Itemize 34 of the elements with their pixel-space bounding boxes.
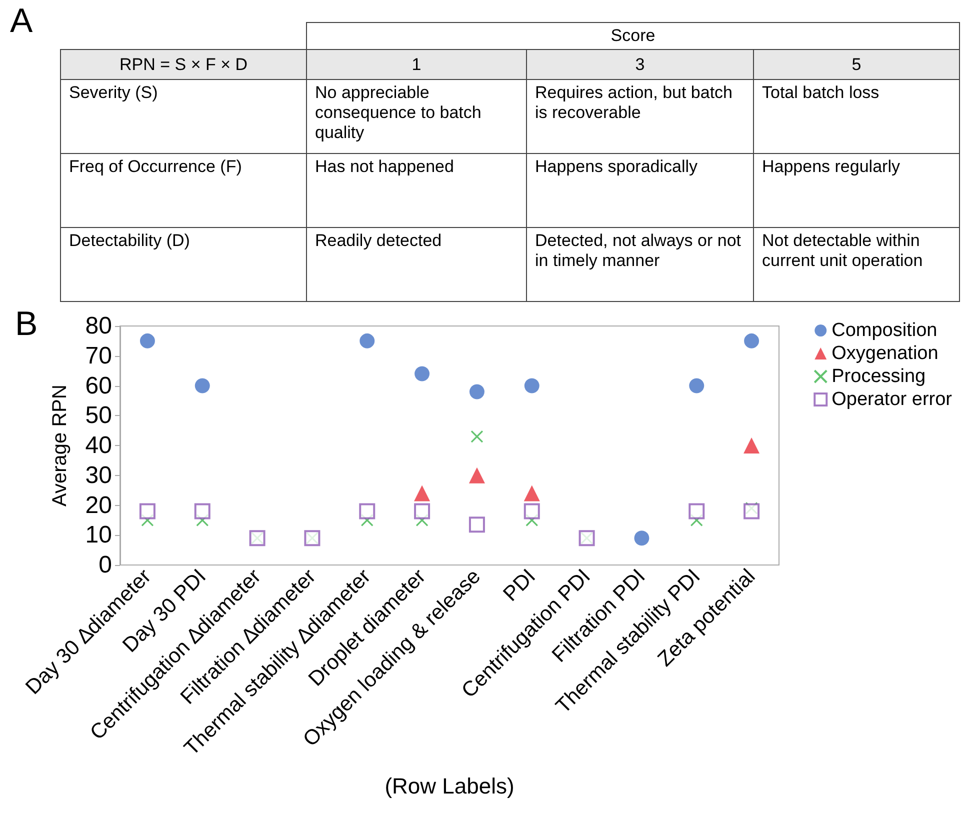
y-tick-label: 80 — [85, 312, 112, 340]
y-tick-label: 40 — [85, 432, 112, 459]
text: Freq of Occurrence (F) — [60, 154, 306, 228]
legend-label: Oxygenation — [832, 343, 938, 364]
y-tick-label: 60 — [85, 372, 112, 400]
text: No appreciable consequence to batch quality — [306, 80, 526, 154]
x-axis-title: (Row Labels) — [384, 774, 514, 798]
text: RPN = S × F × D — [60, 50, 306, 80]
y-tick-label: 50 — [85, 402, 112, 430]
legend-label: Processing — [832, 366, 926, 387]
text: Severity (S) — [60, 80, 306, 154]
y-tick-label: 70 — [85, 342, 112, 370]
y-tick-label: 10 — [85, 522, 112, 549]
x-tick-label: PDI — [499, 564, 540, 606]
text: Has not happened — [306, 154, 526, 228]
text: 3 — [526, 50, 754, 80]
y-axis-title: Average RPN — [49, 384, 71, 506]
text: Requires action, but batch is recoverable — [526, 80, 754, 154]
y-tick-label: 20 — [85, 492, 112, 519]
text: Total batch loss — [754, 80, 960, 154]
legend-label: Composition — [832, 320, 938, 341]
text: 5 — [754, 50, 960, 80]
text: A — [10, 2, 33, 41]
legend-label: Operator error — [832, 389, 953, 410]
text: Not detectable within current unit operation — [754, 228, 960, 302]
chart-title: B — [15, 305, 38, 343]
y-tick-label: 30 — [85, 462, 112, 489]
text: Detectability (D) — [60, 228, 306, 302]
text: Score — [306, 22, 960, 50]
text: Detected, not always or not in timely manner — [526, 228, 754, 302]
text: Happens regularly — [754, 154, 960, 228]
text: Happens sporadically — [526, 154, 754, 228]
text: Readily detected — [306, 228, 526, 302]
text: 1 — [306, 50, 526, 80]
